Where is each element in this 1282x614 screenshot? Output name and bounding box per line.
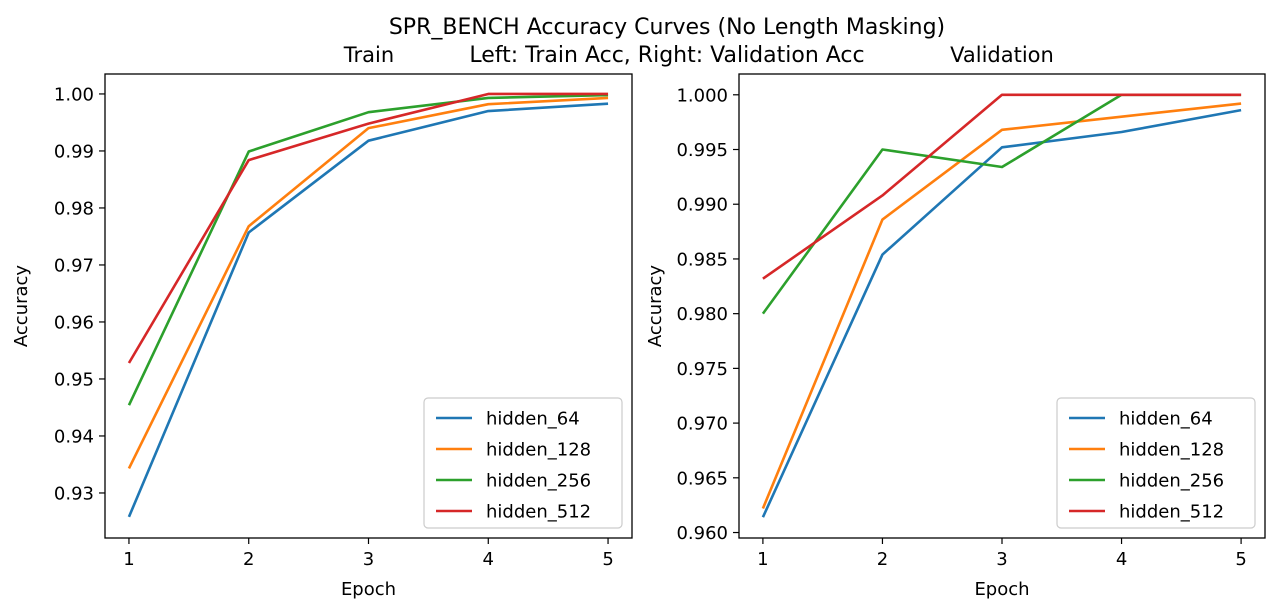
y-tick-label: 0.96 [54,312,94,333]
series-line-hidden-128 [127,96,609,470]
x-axis-label: Epoch [341,579,396,600]
y-tick-label: 0.990 [676,195,728,216]
legend: hidden_64 hidden_128 hidden_256 hidden_512 [1056,397,1256,529]
x-tick-label: 3 [996,549,1007,570]
y-tick-label: 0.980 [676,304,728,325]
y-axis-label: Accuracy [645,265,666,348]
series-line-hidden-128 [761,102,1242,509]
y-tick-label: 0.965 [676,468,728,489]
x-tick-label: 5 [1235,549,1246,570]
y-tick-label: 0.93 [54,483,94,504]
series-line-hidden-256 [761,93,1242,315]
x-tick-label: 2 [877,549,888,570]
x-axis-label: Epoch [974,579,1029,600]
figure-suptitle-line1: SPR_BENCH Accuracy Curves (No Length Mas… [389,15,945,40]
y-axis-label: Accuracy [11,265,32,348]
panel-train: Train 1 2 3 4 5 0.93 0.94 0.95 0.96 0.97 0.98 0.99 1.… [11,43,633,600]
figure-suptitle-line2: Left: Train Acc, Right: Validation Acc [469,43,864,68]
y-tick-label: 0.995 [676,140,728,161]
y-tick-label: 0.94 [54,426,94,447]
x-tick-label: 3 [363,549,374,570]
legend-label-hidden-512: hidden_512 [486,502,591,523]
x-tick-label: 1 [123,549,134,570]
legend-label-hidden-512: hidden_512 [1119,502,1224,523]
series-line-hidden-256 [127,93,609,406]
legend-label-hidden-64: hidden_64 [486,409,580,430]
y-tick-label: 0.970 [676,414,728,435]
y-tick-label: 0.98 [54,198,94,219]
x-tick-label: 4 [1116,549,1127,570]
x-tick-label: 1 [757,549,768,570]
subplot-title: Train [343,43,394,67]
legend-label-hidden-128: hidden_128 [1119,440,1224,461]
x-tick-label: 4 [483,549,494,570]
y-tick-label: 0.985 [676,249,728,270]
legend: hidden_64 hidden_128 hidden_256 hidden_512 [423,397,623,529]
x-tick-label: 5 [602,549,613,570]
y-tick-label: 1.00 [54,84,94,105]
series-line-hidden-64 [761,108,1242,518]
series-line-hidden-512 [762,93,1242,280]
legend-label-hidden-256: hidden_256 [486,471,591,492]
x-tick-label: 2 [243,549,254,570]
y-tick-label: 0.975 [676,359,728,380]
y-tick-label: 0.97 [54,255,94,276]
subplot-title: Validation [950,43,1054,67]
panel-validation: Validation 1 2 3 4 5 0.960 0.965 0.970 0.975 0.980… [645,43,1266,600]
legend-frame [1056,397,1256,529]
y-tick-label: 1.000 [676,85,728,106]
y-tick-label: 0.960 [676,523,728,544]
legend-label-hidden-256: hidden_256 [1119,471,1224,492]
y-tick-label: 0.95 [54,369,94,390]
series-line-hidden-64 [127,102,609,518]
legend-frame [423,397,623,529]
legend-label-hidden-64: hidden_64 [1119,409,1213,430]
y-tick-label: 0.99 [54,141,94,162]
series-line-hidden-512 [127,92,609,364]
legend-label-hidden-128: hidden_128 [486,440,591,461]
